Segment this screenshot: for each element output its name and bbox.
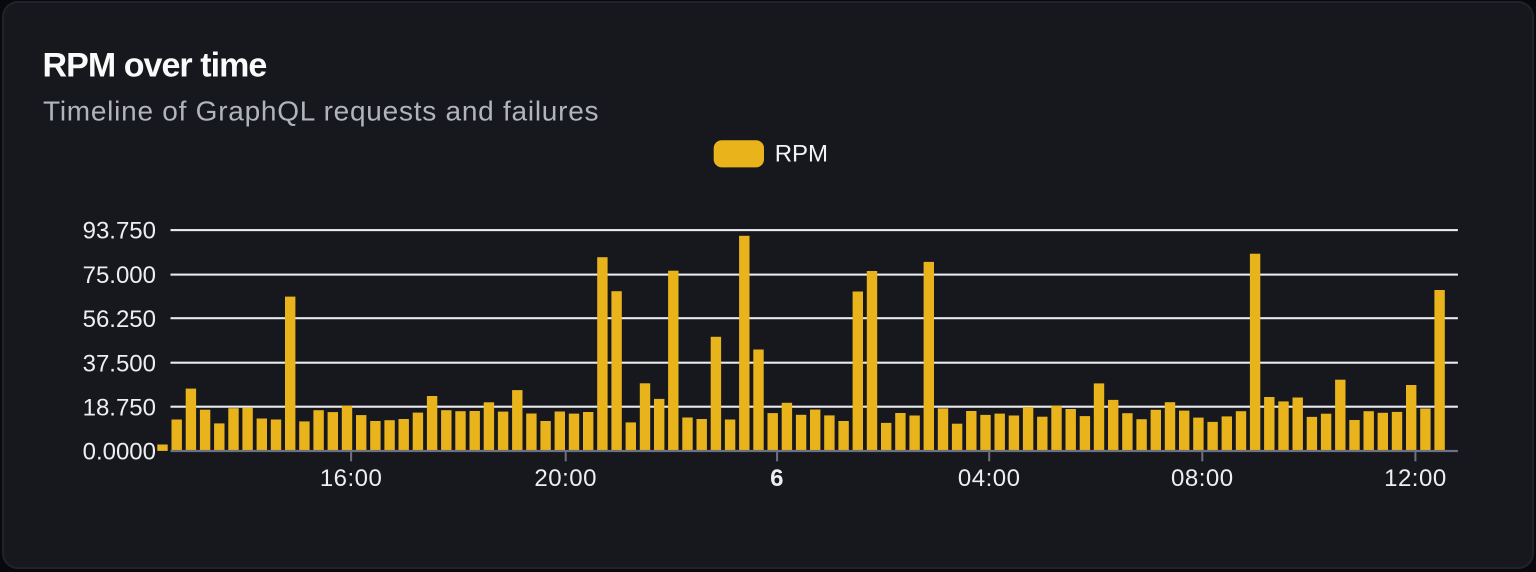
svg-text:93.750: 93.750 xyxy=(83,218,156,245)
svg-text:RPM over time: RPM over time xyxy=(43,47,267,85)
svg-text:0.0000: 0.0000 xyxy=(83,439,156,466)
svg-text:RPM: RPM xyxy=(775,141,828,168)
svg-text:16:00: 16:00 xyxy=(320,465,383,492)
svg-text:Timeline of GraphQL requests a: Timeline of GraphQL requests and failure… xyxy=(43,95,599,126)
svg-text:18.750: 18.750 xyxy=(83,394,156,421)
svg-text:12:00: 12:00 xyxy=(1384,465,1447,492)
svg-text:04:00: 04:00 xyxy=(958,465,1021,492)
svg-text:37.500: 37.500 xyxy=(83,350,156,377)
svg-text:20:00: 20:00 xyxy=(534,465,597,492)
svg-text:75.000: 75.000 xyxy=(83,262,156,289)
svg-text:56.250: 56.250 xyxy=(83,306,156,333)
svg-text:08:00: 08:00 xyxy=(1171,465,1234,492)
svg-text:6: 6 xyxy=(770,465,784,492)
